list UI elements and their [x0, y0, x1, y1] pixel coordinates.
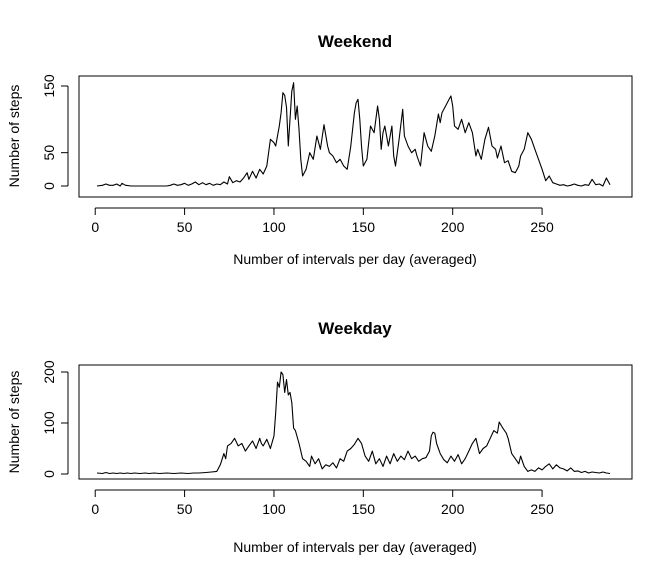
y-tick-label: 150 — [41, 74, 57, 98]
y-tick-label: 0 — [41, 182, 57, 190]
y-axis-label: Number of steps — [6, 371, 22, 474]
y-tick-label: 50 — [41, 145, 57, 161]
series-line — [96, 82, 611, 187]
y-axis-label: Number of steps — [6, 85, 22, 188]
y-tick-label: 200 — [41, 360, 57, 384]
series-line — [96, 371, 611, 475]
plot-frame — [78, 364, 633, 480]
x-tick-label: 150 — [352, 501, 376, 517]
x-axis: 0 50 100 150 200 250 — [91, 489, 554, 517]
x-tick-label: 250 — [530, 501, 554, 517]
x-tick-label: 0 — [91, 501, 99, 517]
x-tick-label: 50 — [177, 219, 193, 235]
y-axis: 0 100 200 — [41, 360, 69, 478]
x-axis-label: Number of intervals per day (averaged) — [233, 539, 477, 555]
x-tick-label: 0 — [91, 219, 99, 235]
y-tick-label: 100 — [41, 411, 57, 435]
plot-frame — [78, 75, 633, 198]
x-tick-label: 250 — [530, 219, 554, 235]
y-axis: 0 50 150 — [41, 74, 69, 190]
chart-panel-weekend: Weekend 0 50 100 150 200 250 0 50 150 Number of… — [6, 32, 633, 267]
x-tick-label: 200 — [441, 219, 465, 235]
x-tick-label: 200 — [441, 501, 465, 517]
x-tick-label: 100 — [262, 219, 286, 235]
chart-title: Weekday — [318, 319, 392, 338]
y-tick-label: 0 — [41, 470, 57, 478]
x-axis: 0 50 100 150 200 250 — [91, 207, 554, 235]
chart-title: Weekend — [318, 32, 392, 51]
x-axis-label: Number of intervals per day (averaged) — [233, 251, 477, 267]
x-tick-label: 150 — [352, 219, 376, 235]
chart-panel-weekday: Weekday 0 50 100 150 200 250 0 100 200 Number o… — [6, 319, 633, 555]
x-tick-label: 50 — [177, 501, 193, 517]
x-tick-label: 100 — [262, 501, 286, 517]
